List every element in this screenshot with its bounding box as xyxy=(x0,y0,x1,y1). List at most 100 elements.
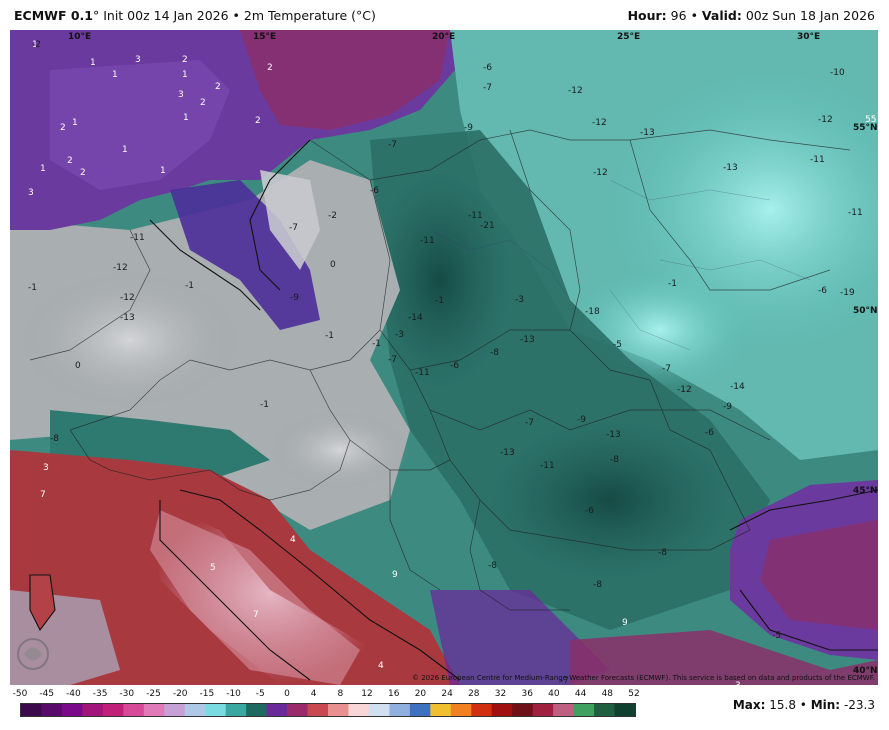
colorbar-tick-label: -5 xyxy=(255,689,265,699)
colorbar-tick-label: 52 xyxy=(628,689,640,699)
temperature-value-label: -13 xyxy=(500,448,515,458)
temperature-value-label: 1 xyxy=(122,145,128,155)
credit-text: © 2026 European Centre for Medium-Range … xyxy=(412,674,875,682)
temperature-value-label: -5 xyxy=(613,340,622,350)
colorbar-tick-label: 36 xyxy=(521,689,533,699)
colorbar-swatch xyxy=(594,704,616,716)
temperature-value-label: -8 xyxy=(593,580,602,590)
valid-label: Valid: xyxy=(701,8,742,23)
lat-label-50n: 50°N xyxy=(853,306,878,316)
colorbar-tick-label: 16 xyxy=(388,689,400,699)
coastlines xyxy=(29,139,878,681)
baltic-pale xyxy=(260,170,320,270)
temperature-value-label: -14 xyxy=(408,313,423,323)
colorbar-swatch xyxy=(389,704,411,716)
temperature-value-label: -8 xyxy=(610,455,619,465)
temperature-value-label: -6 xyxy=(483,63,492,73)
colorbar-tick-label: 40 xyxy=(548,689,560,699)
colorbar-tick-label: -20 xyxy=(172,689,188,699)
temperature-value-label: -13 xyxy=(723,163,738,173)
colorbar-swatch xyxy=(246,704,268,716)
temperature-value-label: -12 xyxy=(677,385,692,395)
temperature-value-label: -6 xyxy=(818,286,827,296)
temperature-value-label: 3 xyxy=(735,681,741,685)
temperature-value-label: -11 xyxy=(810,155,825,165)
temperature-value-label: -14 xyxy=(730,382,745,392)
colorbar-tick-label: -30 xyxy=(119,689,135,699)
italy-pink xyxy=(150,510,360,685)
colorbar-tick-label: -50 xyxy=(12,689,28,699)
temperature-value-label: -19 xyxy=(840,288,855,298)
colorbar-tick-label: -45 xyxy=(39,689,55,699)
temperature-value-label: 7 xyxy=(253,610,259,620)
colorbar-swatch xyxy=(368,704,390,716)
temperature-value-label: 1 xyxy=(40,164,46,174)
temperature-value-label: 2 xyxy=(255,116,261,126)
colorbar: -50 -45 -40 -35 -30 -25 -20 -15 -10 -5 0 4 8 12 16 20 24… xyxy=(0,688,889,730)
temperature-value-label: -11 xyxy=(468,211,483,221)
colorbar-tick-label: -10 xyxy=(226,689,241,699)
temperature-value-label: 4 xyxy=(290,535,296,545)
colorbar-swatch xyxy=(266,704,288,716)
temperature-value-label: 3 xyxy=(28,188,34,198)
temperature-value-label: 55 xyxy=(865,115,876,125)
temperature-value-label: 7 xyxy=(40,490,46,500)
colorbar-swatch xyxy=(41,704,63,716)
dark-core-2 xyxy=(490,420,730,580)
colorbar-swatch xyxy=(512,704,534,716)
dark-core-1 xyxy=(370,170,510,390)
hour-value: 96 xyxy=(670,8,687,23)
temperature-value-label: -7 xyxy=(483,83,492,93)
colorbar-swatch xyxy=(532,704,554,716)
colorbar-swatch xyxy=(471,704,493,716)
title-right: Hour: 96 • Valid: 00z Sun 18 Jan 2026 xyxy=(628,8,875,23)
colorbar-tick-label: 8 xyxy=(337,689,344,699)
model-name: ECMWF 0.1 xyxy=(14,8,93,23)
lat-label-55n: 55°N xyxy=(853,123,878,133)
temperature-value-label: -8 xyxy=(490,348,499,358)
temperature-value-label: 2 xyxy=(67,156,73,166)
logo-mark xyxy=(17,638,49,670)
temperature-value-label: -5 xyxy=(772,631,781,641)
colorbar-tick-label: 4 xyxy=(310,689,317,699)
title-left: ECMWF 0.1° Init 00z 14 Jan 2026 • 2m Tem… xyxy=(14,8,376,23)
colorbar-swatch xyxy=(409,704,431,716)
temperature-value-label: 0 xyxy=(330,260,336,270)
colorbar-tick-label: -35 xyxy=(92,689,108,699)
colorbar-swatch xyxy=(184,704,206,716)
colorbar-swatch xyxy=(614,704,635,716)
corsica xyxy=(30,575,55,630)
temperature-value-label: 9 xyxy=(392,570,398,580)
temperature-value-label: -7 xyxy=(525,418,534,428)
temperature-value-label: 1 xyxy=(90,58,96,68)
temperature-map[interactable]: 10°E 15°E 20°E 25°E 30°E 55°N 50°N 45°N … xyxy=(10,30,878,685)
lon-label-10e: 10°E xyxy=(68,32,91,42)
temperature-value-label: 2 xyxy=(182,55,188,65)
temperature-value-label: 1 xyxy=(112,70,118,80)
valid-value: 00z Sun 18 Jan 2026 xyxy=(745,8,875,23)
temperature-value-label: -3 xyxy=(515,295,524,305)
colorbar-tick-label: 32 xyxy=(494,689,507,699)
max-label: Max: xyxy=(732,698,766,712)
colorbar-tick-label: -25 xyxy=(146,689,161,699)
lon-label-25e: 25°E xyxy=(617,32,640,42)
temperature-value-label: 3 xyxy=(135,55,141,65)
colorbar-swatch xyxy=(307,704,329,716)
colorbar-swatch xyxy=(82,704,104,716)
temperature-value-label: -11 xyxy=(130,233,145,243)
temperature-value-label: -6 xyxy=(585,506,594,516)
colorbar-tick-label: -15 xyxy=(199,689,215,699)
temperature-value-label: 3 xyxy=(43,463,49,473)
colorbar-tick-label: 0 xyxy=(284,689,290,699)
temperature-value-label: 2 xyxy=(60,123,66,133)
colorbar-swatch xyxy=(164,704,186,716)
temperature-value-label: -7 xyxy=(560,676,569,685)
temperature-value-label: 4 xyxy=(378,661,384,671)
max-min-readout: Max: 15.8 • Min: -23.3 xyxy=(733,698,875,712)
lat-label-45n: 45°N xyxy=(853,486,878,496)
colorbar-swatch xyxy=(430,704,452,716)
temperature-value-label: -9 xyxy=(577,415,586,425)
max-value: 15.8 xyxy=(769,698,796,712)
balkans-purple xyxy=(430,590,610,685)
temperature-value-label: 0 xyxy=(75,361,81,371)
